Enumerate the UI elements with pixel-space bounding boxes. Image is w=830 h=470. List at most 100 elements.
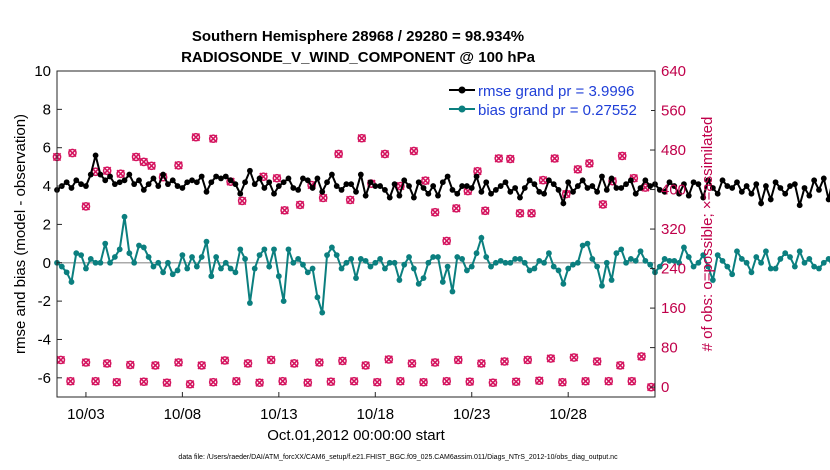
rmse-point xyxy=(261,185,268,191)
obs-assimilated-marker xyxy=(220,356,230,365)
bias-point xyxy=(145,254,152,260)
bias-point xyxy=(309,265,316,272)
bias-point xyxy=(430,254,437,260)
bias-point xyxy=(63,269,70,276)
bias-point xyxy=(92,259,99,266)
rmse-point xyxy=(222,173,229,180)
bias-point xyxy=(753,254,760,260)
obs-assimilated-marker xyxy=(604,376,614,386)
bias-point xyxy=(439,279,446,285)
rmse-point xyxy=(642,177,649,184)
rmse-point xyxy=(111,181,118,188)
bias-point xyxy=(608,277,615,283)
rmse-point xyxy=(666,179,673,186)
obs-assimilated-marker xyxy=(278,376,288,386)
rmse-point xyxy=(647,183,654,189)
rmse-point xyxy=(353,188,359,195)
bias-point xyxy=(709,277,716,283)
obs-possible-marker xyxy=(81,201,91,211)
bias-point xyxy=(627,256,634,262)
bias-point xyxy=(787,254,793,260)
obs-assimilated-marker xyxy=(372,377,382,387)
bias-point xyxy=(473,250,480,257)
rmse-point xyxy=(796,202,803,209)
rmse-point xyxy=(314,175,321,182)
rmse-point xyxy=(420,185,427,191)
bias-point xyxy=(478,234,485,241)
obs-possible-marker xyxy=(102,166,112,176)
bias-point xyxy=(589,256,596,262)
x-axis: 10/03 10/08 10/13 10/18 10/23 10/28 xyxy=(67,392,587,423)
rmse-point xyxy=(787,183,793,189)
rmse-point xyxy=(193,179,200,186)
y2-tick-label: 160 xyxy=(661,300,686,317)
rmse-point xyxy=(324,179,330,186)
rmse-point xyxy=(189,177,195,184)
obs-assimilated-marker xyxy=(534,376,544,386)
right-axis: 640 560 480 400 320 240 160 80 0 xyxy=(650,63,686,396)
y2-tick-label: 320 xyxy=(661,221,686,238)
footnote: data file: /Users/raeder/DAI/ATM_forcXX/… xyxy=(178,454,618,461)
bias-point xyxy=(464,267,470,274)
rmse-point xyxy=(102,177,109,184)
rmse-point xyxy=(179,185,186,191)
rmse-point xyxy=(618,185,625,191)
obs-assimilated-marker xyxy=(232,376,241,386)
rmse-point xyxy=(758,200,764,207)
obs-assimilated-marker xyxy=(500,357,509,366)
rmse-point xyxy=(579,177,586,184)
rmse-point xyxy=(536,188,543,195)
obs-assimilated-marker xyxy=(303,378,313,388)
bias-point xyxy=(738,256,745,262)
rmse-point xyxy=(671,183,678,189)
rmse-point xyxy=(777,185,784,191)
obs-assimilated-marker xyxy=(174,358,183,367)
obs-assimilated-marker xyxy=(546,354,556,363)
bias-point xyxy=(782,250,789,257)
obs-assimilated-marker xyxy=(430,358,440,367)
y-tick-label: -2 xyxy=(38,293,51,310)
bias-point xyxy=(637,248,644,255)
y2-tick-label: 640 xyxy=(661,63,686,80)
bias-point xyxy=(280,298,287,305)
bias-point xyxy=(73,250,80,257)
bias-point xyxy=(743,259,750,266)
rmse-point xyxy=(271,190,277,197)
bias-point xyxy=(521,259,528,266)
series-layer xyxy=(54,152,830,316)
rmse-point xyxy=(512,185,519,191)
rmse-point xyxy=(801,185,808,191)
obs-assimilated-marker xyxy=(361,361,370,370)
bias-point xyxy=(599,282,605,289)
rmse-point xyxy=(136,177,142,184)
y2-tick-label: 400 xyxy=(661,182,686,199)
bias-point xyxy=(468,263,475,270)
bias-point xyxy=(184,265,191,272)
rmse-point xyxy=(589,183,596,189)
obs-assimilated-marker xyxy=(592,357,602,366)
bias-point xyxy=(174,267,181,274)
bias-point xyxy=(492,259,499,266)
obs-assimilated-marker xyxy=(637,352,646,361)
obs-assimilated-marker xyxy=(66,376,75,386)
obs-assimilated-marker xyxy=(453,355,463,365)
bias-point xyxy=(555,267,562,274)
bias-point xyxy=(227,265,234,272)
rmse-point xyxy=(430,183,437,189)
rmse-point xyxy=(507,188,514,195)
obs-possible-marker xyxy=(442,236,452,246)
bias-point xyxy=(107,259,113,266)
rmse-point xyxy=(782,190,789,197)
x-tick-label: 10/23 xyxy=(453,406,491,423)
rmse-point xyxy=(464,183,470,189)
rmse-point xyxy=(97,171,104,178)
obs-possible-marker xyxy=(515,208,525,218)
bias-point xyxy=(372,259,379,266)
rmse-point xyxy=(285,175,292,182)
rmse-point xyxy=(656,186,663,193)
bias-point xyxy=(208,273,215,280)
bias-point xyxy=(488,263,494,270)
obs-assimilated-marker xyxy=(338,356,347,366)
rmse-point xyxy=(729,185,736,191)
bias-point xyxy=(169,271,176,278)
